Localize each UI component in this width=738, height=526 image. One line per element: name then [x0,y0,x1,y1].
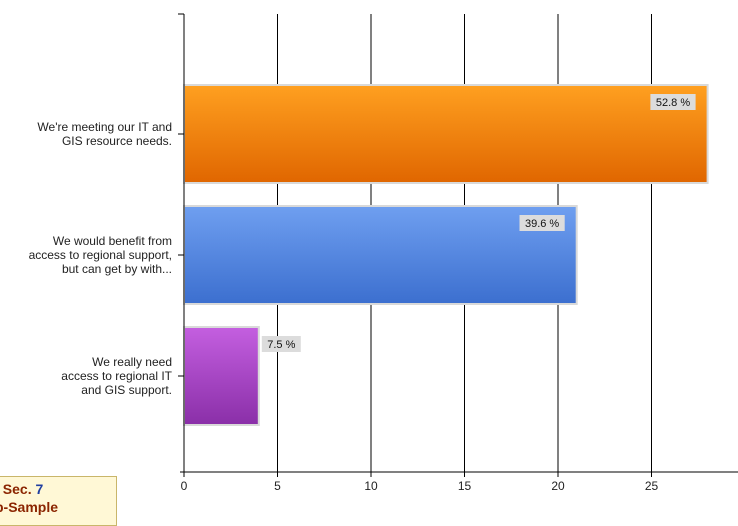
bar [184,206,577,304]
x-tick-label: 5 [274,479,281,493]
note-section-number: 7 [35,481,43,497]
x-tick-label: 0 [181,479,188,493]
note-section-text: , Sec. [0,481,32,497]
x-tick-label: 25 [645,479,659,493]
data-label: 39.6 % [525,218,559,230]
data-label: 7.5 % [267,339,295,351]
x-tick-label: 20 [551,479,565,493]
bar [184,327,259,425]
note-sample-text: b-Sample [0,498,116,516]
data-label: 52.8 % [656,97,690,109]
x-tick-label: 10 [364,479,378,493]
bar [184,85,708,183]
x-tick-label: 15 [458,479,472,493]
bars [184,85,708,425]
